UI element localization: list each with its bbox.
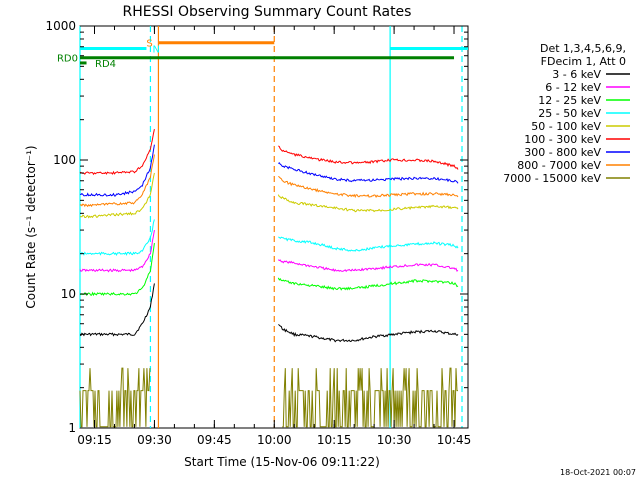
series-line xyxy=(79,230,155,273)
series-line xyxy=(79,283,155,337)
y-tick-label: 1 xyxy=(68,421,76,435)
legend-entry-label: 300 - 800 keV xyxy=(524,146,601,159)
series-line xyxy=(79,128,155,176)
state-bar-label: RD0 xyxy=(57,54,78,65)
legend-entry-label: 6 - 12 keV xyxy=(545,81,601,94)
state-bar-label: RD4 xyxy=(95,59,116,70)
x-tick-label: 10:45 xyxy=(437,433,472,447)
x-tick-label: 09:15 xyxy=(77,433,112,447)
x-tick-label: 09:30 xyxy=(137,433,172,447)
y-tick-label: 10 xyxy=(61,287,76,301)
series-line xyxy=(79,154,155,208)
series-line xyxy=(277,277,459,291)
series-line xyxy=(79,144,155,197)
legend-entry-label: 25 - 50 keV xyxy=(538,107,601,120)
series-line xyxy=(277,259,459,273)
x-tick-label: 10:30 xyxy=(377,433,412,447)
series-line xyxy=(282,367,458,428)
legend-entry-label: 100 - 300 keV xyxy=(524,133,601,146)
series-line xyxy=(79,367,151,428)
legend-entry-label: 50 - 100 keV xyxy=(531,120,601,133)
y-tick-label: 1000 xyxy=(45,19,76,33)
vertical-markers xyxy=(79,26,463,428)
x-axis-label: Start Time (15-Nov-06 09:11:22) xyxy=(184,455,380,469)
series-line xyxy=(79,243,155,297)
x-tick-label: 10:00 xyxy=(257,433,292,447)
series-line xyxy=(79,219,155,256)
x-tick-label: 10:15 xyxy=(317,433,352,447)
state-bars: RD0 RD4 SN xyxy=(57,39,468,70)
series-line xyxy=(278,236,459,252)
legend-header: FDecim 1, Att 0 xyxy=(541,55,626,68)
legend-header: Det 1,3,4,5,6,9, xyxy=(540,42,626,55)
series-line xyxy=(278,324,459,343)
y-axis-label: Count Rate (s⁻¹ detector⁻¹) xyxy=(24,145,38,308)
legend: Det 1,3,4,5,6,9,FDecim 1, Att 03 - 6 keV… xyxy=(503,42,630,185)
state-bar-label: N xyxy=(152,44,159,55)
series-line xyxy=(278,162,459,184)
legend-entry-label: 3 - 6 keV xyxy=(552,68,601,81)
legend-entry-label: 12 - 25 keV xyxy=(538,94,601,107)
axis-ticks: 1 10 100 1000 09:15 09:30 09:45 10:00 10:15 10:30… xyxy=(45,19,471,447)
series-line xyxy=(278,145,459,170)
series-line xyxy=(277,194,459,213)
chart-title: RHESSI Observing Summary Count Rates xyxy=(123,4,412,20)
legend-entry-label: 7000 - 15000 keV xyxy=(503,172,601,185)
legend-entry-label: 800 - 7000 keV xyxy=(517,159,601,172)
state-bar-label: S xyxy=(146,39,152,50)
series-line xyxy=(278,175,459,199)
series-lines xyxy=(79,128,459,428)
x-tick-label: 09:45 xyxy=(197,433,232,447)
series-line xyxy=(79,172,155,219)
footer-date: 18-Oct-2021 00:07 xyxy=(560,468,636,477)
y-tick-label: 100 xyxy=(53,153,76,167)
